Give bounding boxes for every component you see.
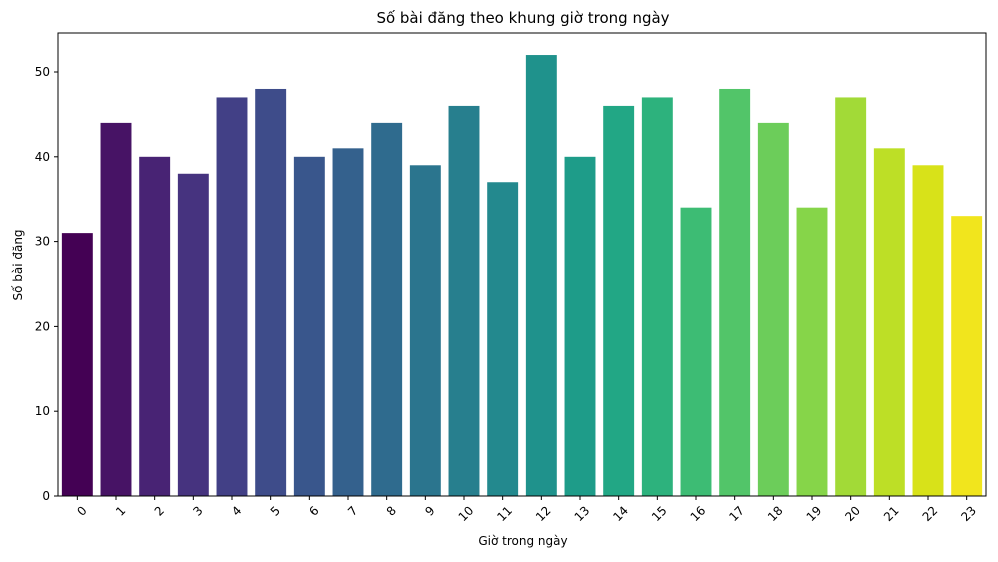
bar-hour-12 (525, 55, 557, 497)
bar-hour-3 (177, 173, 209, 496)
x-tick-label: 4 (229, 503, 244, 518)
y-tick-label: 40 (35, 150, 50, 164)
bar-hour-5 (255, 88, 287, 496)
bar-hour-4 (216, 97, 248, 496)
x-tick-label: 13 (572, 503, 593, 524)
x-tick-label: 2 (152, 503, 167, 518)
bar-hour-11 (487, 182, 519, 496)
y-tick-label: 30 (35, 235, 50, 249)
bar-hour-1 (100, 122, 132, 496)
bar-hour-20 (835, 97, 867, 496)
x-tick-label: 21 (881, 503, 902, 524)
x-tick-label: 11 (494, 503, 515, 524)
x-tick-label: 3 (190, 503, 205, 518)
bar-hour-22 (912, 165, 944, 497)
x-tick-label: 12 (533, 503, 554, 524)
x-tick-label: 5 (268, 503, 283, 518)
x-tick-label: 19 (804, 503, 825, 524)
x-tick-label: 14 (610, 503, 631, 524)
x-tick-label: 17 (726, 503, 747, 524)
x-tick-label: 22 (920, 503, 941, 524)
x-tick-label: 16 (688, 503, 709, 524)
bar-hour-14 (603, 105, 635, 496)
x-tick-label: 18 (765, 503, 786, 524)
x-tick-label: 6 (306, 503, 321, 518)
y-axis: 0 10 20 30 40 50 (35, 65, 58, 503)
bar-hour-10 (448, 105, 480, 496)
bar-hour-0 (61, 233, 93, 496)
bar-hour-16 (680, 207, 712, 496)
chart-title: Số bài đăng theo khung giờ trong ngày (376, 9, 669, 27)
x-tick-label: 0 (74, 503, 89, 518)
y-tick-label: 20 (35, 319, 50, 333)
x-tick-label: 9 (422, 503, 437, 518)
bar-hour-9 (409, 165, 441, 497)
bar-hour-21 (873, 148, 905, 497)
plot-frame (57, 32, 987, 497)
bar-hour-15 (641, 97, 673, 496)
bar-hour-19 (796, 207, 828, 496)
y-tick-label: 50 (35, 65, 50, 79)
x-tick-label: 23 (958, 503, 979, 524)
x-axis-label: Giờ trong ngày (478, 534, 567, 548)
bar-hour-18 (757, 122, 789, 496)
x-tick-label: 7 (345, 503, 360, 518)
bar-hour-23 (951, 216, 983, 496)
bar-hour-2 (139, 156, 171, 497)
y-axis-label: Số bài đăng (11, 229, 25, 300)
y-tick-label: 10 (35, 404, 50, 418)
x-tick-label: 10 (456, 503, 477, 524)
x-tick-label: 1 (113, 503, 128, 518)
bars-group (61, 55, 983, 497)
x-tick-label: 8 (384, 503, 399, 518)
x-tick-label: 20 (842, 503, 863, 524)
bar-hour-17 (719, 88, 751, 496)
y-tick-label: 0 (42, 489, 50, 503)
bar-hour-7 (332, 148, 364, 497)
x-tick-label: 15 (649, 503, 670, 524)
bar-hour-13 (564, 156, 596, 497)
bar-hour-6 (293, 156, 325, 497)
bar-hour-8 (371, 122, 403, 496)
x-axis: 0 1 2 3 4 5 6 7 8 9 10 11 12 13 14 15 16 17 18 19 20 21 22 23 (74, 496, 979, 524)
